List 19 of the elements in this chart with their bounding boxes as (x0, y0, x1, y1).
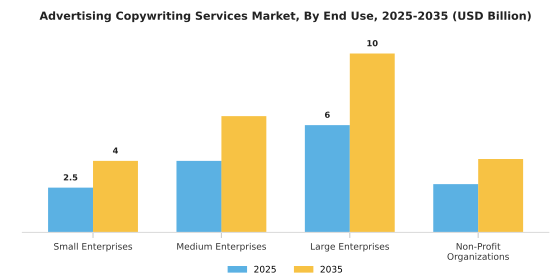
bar (478, 159, 524, 232)
chart-title: Advertising Copywriting Services Market, By End Use, 2025-2035 (USD Billion) (40, 11, 531, 22)
data-label: 10 (367, 40, 378, 46)
bar (93, 160, 138, 232)
legend-label: 2025 (254, 266, 276, 273)
data-label: 6 (324, 112, 330, 118)
bar (304, 125, 350, 232)
bar (176, 160, 222, 232)
x-tick-label: Non-Profit Organizations (447, 242, 509, 262)
data-label: 2.5 (64, 174, 78, 181)
bar (350, 54, 395, 232)
x-tick-label: Large Enterprises (310, 242, 390, 252)
bar (48, 188, 94, 232)
bar (433, 184, 478, 232)
x-tick-label: Small Enterprises (54, 242, 132, 252)
bar (221, 116, 266, 232)
legend-label: 2035 (320, 266, 342, 273)
x-tick-label: Medium Enterprises (177, 242, 266, 252)
data-label: 4 (112, 147, 118, 154)
